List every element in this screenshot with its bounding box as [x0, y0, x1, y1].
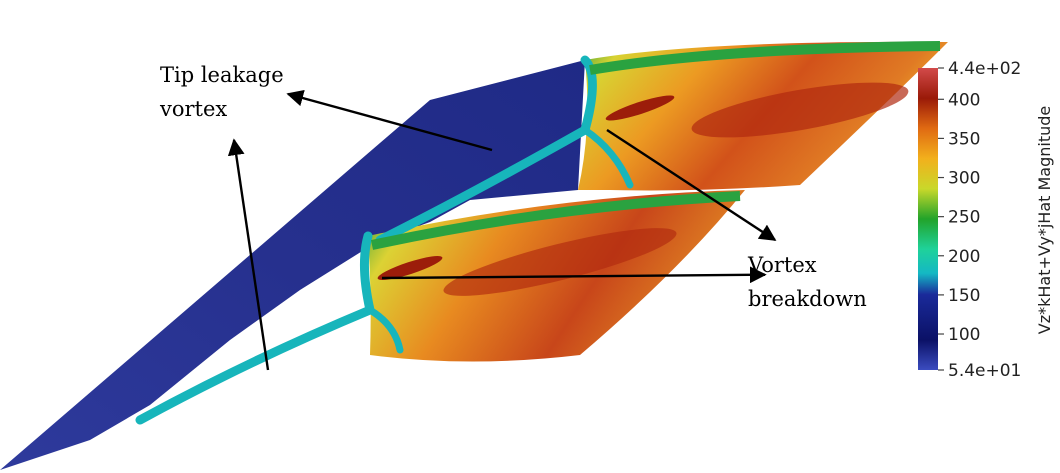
upper-breakdown-core	[605, 95, 675, 121]
arrow-breakdown-upper	[606, 128, 777, 242]
lower-breakdown-core	[377, 256, 443, 280]
lower-hot-region	[443, 228, 677, 296]
colorbar-title: Vz*kHat+Vy*jHat Magnitude	[1035, 106, 1054, 335]
colorbar-tick-200: 200	[948, 247, 980, 267]
colorbar-ticks: 4.4e+02 400 350 300 250 200 150 100 5.4e+01	[938, 59, 1021, 381]
colorbar-tick-400: 400	[948, 90, 980, 110]
colorbar-tick-350: 350	[948, 129, 980, 149]
arrow-tip-leakage-lower	[227, 138, 270, 371]
colorbar-tick-250: 250	[948, 208, 980, 228]
colorbar: 4.4e+02 400 350 300 250 200 150 100 5.4e+01 Vz*k…	[918, 59, 1054, 381]
upper-hot-region	[691, 82, 909, 138]
vortex-breakdown-label: Vortex breakdown	[747, 253, 867, 311]
tip-leakage-vortex-lower-branch	[366, 306, 404, 354]
colorbar-gradient	[918, 68, 938, 370]
tip-leakage-vortex-upper-branch	[581, 126, 634, 189]
blade-surface-background	[0, 60, 585, 470]
arrow-breakdown-lower	[381, 266, 767, 284]
colorbar-tick-150: 150	[948, 286, 980, 306]
colorbar-tick-100: 100	[948, 325, 980, 345]
tip-leakage-vortex-lower	[135, 231, 376, 425]
colorbar-tick-300: 300	[948, 169, 980, 189]
lower-green-band	[370, 191, 741, 250]
upper-green-band	[589, 41, 941, 75]
tip-leakage-label: Tip leakage vortex	[159, 63, 290, 121]
colorbar-min-label: 5.4e+01	[948, 361, 1021, 381]
arrow-tip-leakage-upper	[286, 89, 493, 152]
tip-leakage-vortex-upper	[375, 55, 597, 245]
colorbar-max-label: 4.4e+02	[948, 59, 1021, 79]
